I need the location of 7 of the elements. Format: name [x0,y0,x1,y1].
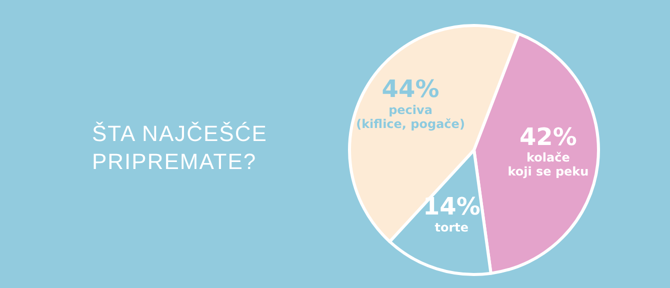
data-label: 42% [519,122,577,151]
slice-label: peciva (kiflice, pogače) [356,102,465,131]
text: ŠTA NAJČEŠĆE PRIPREMATE? [92,120,268,176]
slice-label: kolače koji se peku [508,150,589,179]
data-label: 44% [382,74,440,103]
slice-label: torte [434,220,469,234]
data-label: 14% [422,192,480,221]
